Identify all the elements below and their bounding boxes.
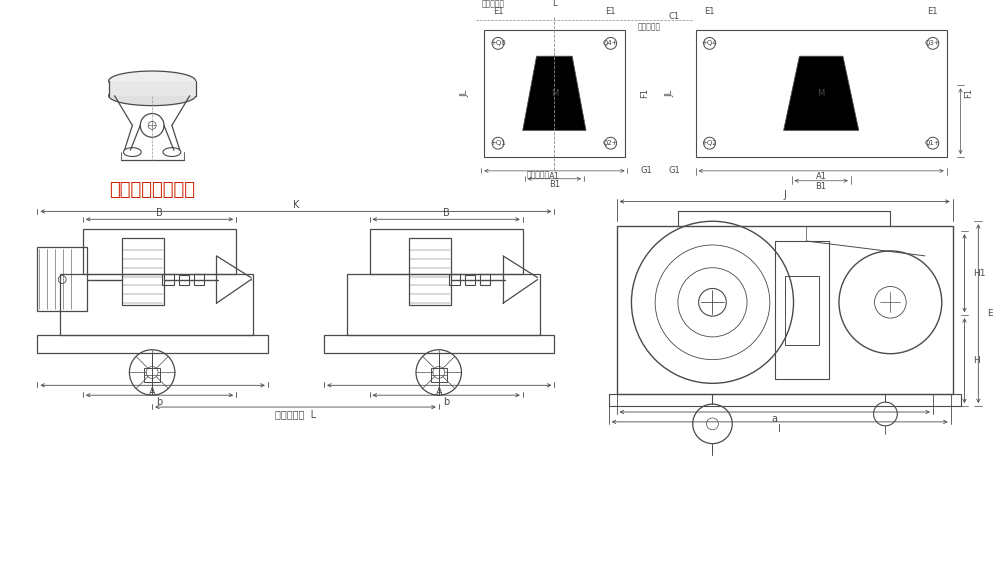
Text: 吸点中心距  L: 吸点中心距 L: [275, 409, 316, 419]
Text: M: M: [818, 89, 825, 98]
Bar: [785, 276, 819, 345]
Text: 锂丝绳缠绕示意图: 锂丝绳缠绕示意图: [109, 180, 195, 198]
Bar: [194, 274, 204, 285]
Bar: [60, 274, 253, 335]
Text: I: I: [778, 424, 781, 434]
Text: 地脚螺栋孔: 地脚螺栋孔: [481, 0, 504, 8]
Text: E1: E1: [605, 8, 616, 16]
Bar: [144, 368, 160, 382]
Text: K: K: [293, 201, 299, 211]
Text: E1: E1: [493, 8, 503, 16]
Text: G1: G1: [640, 166, 652, 175]
Ellipse shape: [109, 71, 196, 91]
Bar: [476, 21, 632, 165]
Text: M: M: [551, 89, 558, 98]
Text: B1: B1: [549, 180, 560, 189]
Text: L: L: [552, 0, 557, 8]
Text: H1: H1: [973, 269, 986, 278]
Text: Q3+: Q3+: [925, 41, 941, 46]
Bar: [617, 226, 953, 394]
Text: F1: F1: [640, 88, 649, 99]
Text: A: A: [436, 387, 443, 397]
Bar: [179, 274, 189, 285]
Text: JL: JL: [460, 90, 469, 97]
Text: E1: E1: [928, 8, 938, 16]
Polygon shape: [784, 56, 859, 130]
Bar: [370, 229, 523, 274]
Bar: [37, 335, 268, 353]
Text: +Q2: +Q2: [702, 140, 717, 146]
Text: +Q1: +Q1: [490, 140, 506, 146]
Text: G1: G1: [668, 166, 680, 175]
Text: B1: B1: [816, 182, 827, 191]
Text: C1: C1: [669, 12, 680, 21]
Bar: [37, 247, 87, 311]
Text: JL: JL: [665, 90, 674, 97]
Bar: [609, 394, 961, 406]
Bar: [431, 368, 447, 382]
Bar: [409, 238, 451, 305]
Text: +Q0: +Q0: [490, 41, 506, 46]
Text: A1: A1: [549, 172, 560, 182]
Text: Q4+: Q4+: [603, 41, 618, 46]
Bar: [480, 274, 490, 285]
Polygon shape: [523, 56, 586, 130]
Bar: [347, 274, 540, 335]
Text: +Q4: +Q4: [702, 41, 717, 46]
Text: Q1+: Q1+: [925, 140, 941, 146]
Text: B: B: [156, 208, 163, 218]
Text: a: a: [772, 414, 778, 424]
Text: 吸点中心线: 吸点中心线: [526, 171, 549, 179]
Text: 机架外形线: 机架外形线: [637, 22, 660, 31]
Ellipse shape: [109, 86, 196, 106]
Bar: [775, 241, 829, 379]
Bar: [324, 335, 554, 353]
Bar: [465, 274, 475, 285]
Bar: [688, 21, 955, 165]
Bar: [696, 30, 947, 157]
Text: E: E: [987, 309, 993, 318]
Text: H: H: [973, 356, 980, 365]
Text: F1: F1: [964, 88, 973, 99]
Bar: [162, 274, 174, 285]
Text: b: b: [156, 397, 163, 407]
Text: E1: E1: [704, 8, 715, 16]
Text: A1: A1: [816, 172, 827, 182]
Text: A: A: [149, 387, 156, 397]
Text: Q2+: Q2+: [603, 140, 618, 146]
Bar: [109, 81, 196, 96]
Bar: [449, 274, 460, 285]
Bar: [83, 229, 236, 274]
Bar: [122, 238, 164, 305]
Bar: [484, 30, 625, 157]
Text: B: B: [443, 208, 450, 218]
Text: b: b: [443, 397, 449, 407]
Text: J: J: [783, 190, 786, 200]
